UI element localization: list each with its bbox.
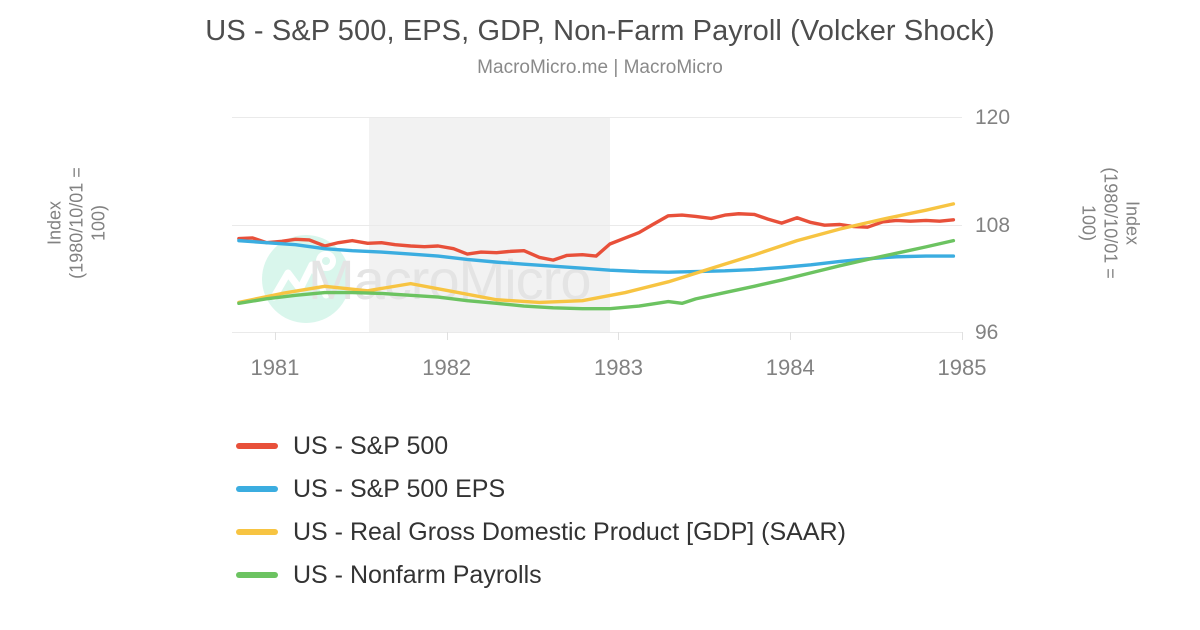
legend-label: US - S&P 500 bbox=[293, 431, 449, 460]
x-axis-tick-mark bbox=[446, 332, 448, 340]
y-axis-title-left-line1: Index bbox=[44, 200, 65, 246]
y-axis-title-right-line3: 100) bbox=[1078, 204, 1099, 242]
x-axis-tick: 1985 bbox=[937, 355, 987, 380]
gridline bbox=[232, 224, 962, 226]
series-line-3 bbox=[237, 238, 956, 311]
series-line-1 bbox=[237, 238, 956, 274]
legend-item[interactable]: US - S&P 500 bbox=[236, 424, 1036, 467]
y-axis-tick-right: 120 bbox=[975, 106, 1011, 129]
y-axis-tick-right: 108 bbox=[975, 213, 1011, 237]
series-lines bbox=[237, 202, 956, 311]
legend-color-swatch bbox=[236, 571, 278, 578]
legend-color-swatch bbox=[236, 485, 278, 492]
plot-area: MacroMicro bbox=[232, 117, 962, 333]
x-axis-tick-mark bbox=[962, 332, 963, 340]
x-axis-tick-mark bbox=[274, 332, 276, 340]
y-axis-title-left-line2: (1980/10/01 = bbox=[66, 167, 87, 279]
legend-item[interactable]: US - Nonfarm Payrolls bbox=[236, 553, 1036, 596]
legend-label: US - Nonfarm Payrolls bbox=[293, 560, 542, 589]
y-axis-title-left: Index (1980/10/01 = 100) bbox=[44, 116, 110, 331]
y-axis-title-right-line2: (1980/10/01 = bbox=[1100, 167, 1121, 279]
title-block: US - S&P 500, EPS, GDP, Non-Farm Payroll… bbox=[0, 14, 1200, 79]
x-axis-tick: 1982 bbox=[422, 355, 472, 380]
legend-color-swatch bbox=[236, 442, 278, 449]
y-axis-tick-right: 96 bbox=[975, 321, 999, 344]
chart-title: US - S&P 500, EPS, GDP, Non-Farm Payroll… bbox=[205, 15, 995, 47]
x-axis-tick-mark bbox=[618, 332, 620, 340]
x-axis-tick-mark bbox=[790, 332, 792, 340]
gridline bbox=[232, 117, 962, 118]
x-axis-tick: 1984 bbox=[765, 355, 815, 380]
legend-color-swatch bbox=[236, 528, 278, 535]
legend-label: US - Real Gross Domestic Product [GDP] (… bbox=[293, 517, 846, 546]
chart-subtitle: MacroMicro.me | MacroMicro bbox=[477, 57, 723, 78]
legend-item[interactable]: US - S&P 500 EPS bbox=[236, 467, 1036, 510]
series-line-0 bbox=[237, 212, 956, 262]
y-axis-title-right: Index (1980/10/01 = 100) bbox=[1078, 116, 1144, 331]
chart-legend: US - S&P 500 US - S&P 500 EPS US - Real Gr… bbox=[236, 424, 1036, 596]
gridline bbox=[232, 332, 962, 333]
y-axis-title-left-line3: 100) bbox=[88, 204, 109, 242]
series-line-2 bbox=[237, 202, 956, 305]
legend-label: US - S&P 500 EPS bbox=[293, 474, 506, 503]
y-axis-title-right-line1: Index bbox=[1122, 200, 1143, 246]
x-axis-tick: 1981 bbox=[250, 355, 300, 380]
x-axis-tick: 1983 bbox=[593, 355, 643, 380]
legend-item[interactable]: US - Real Gross Domestic Product [GDP] (… bbox=[236, 510, 1036, 553]
